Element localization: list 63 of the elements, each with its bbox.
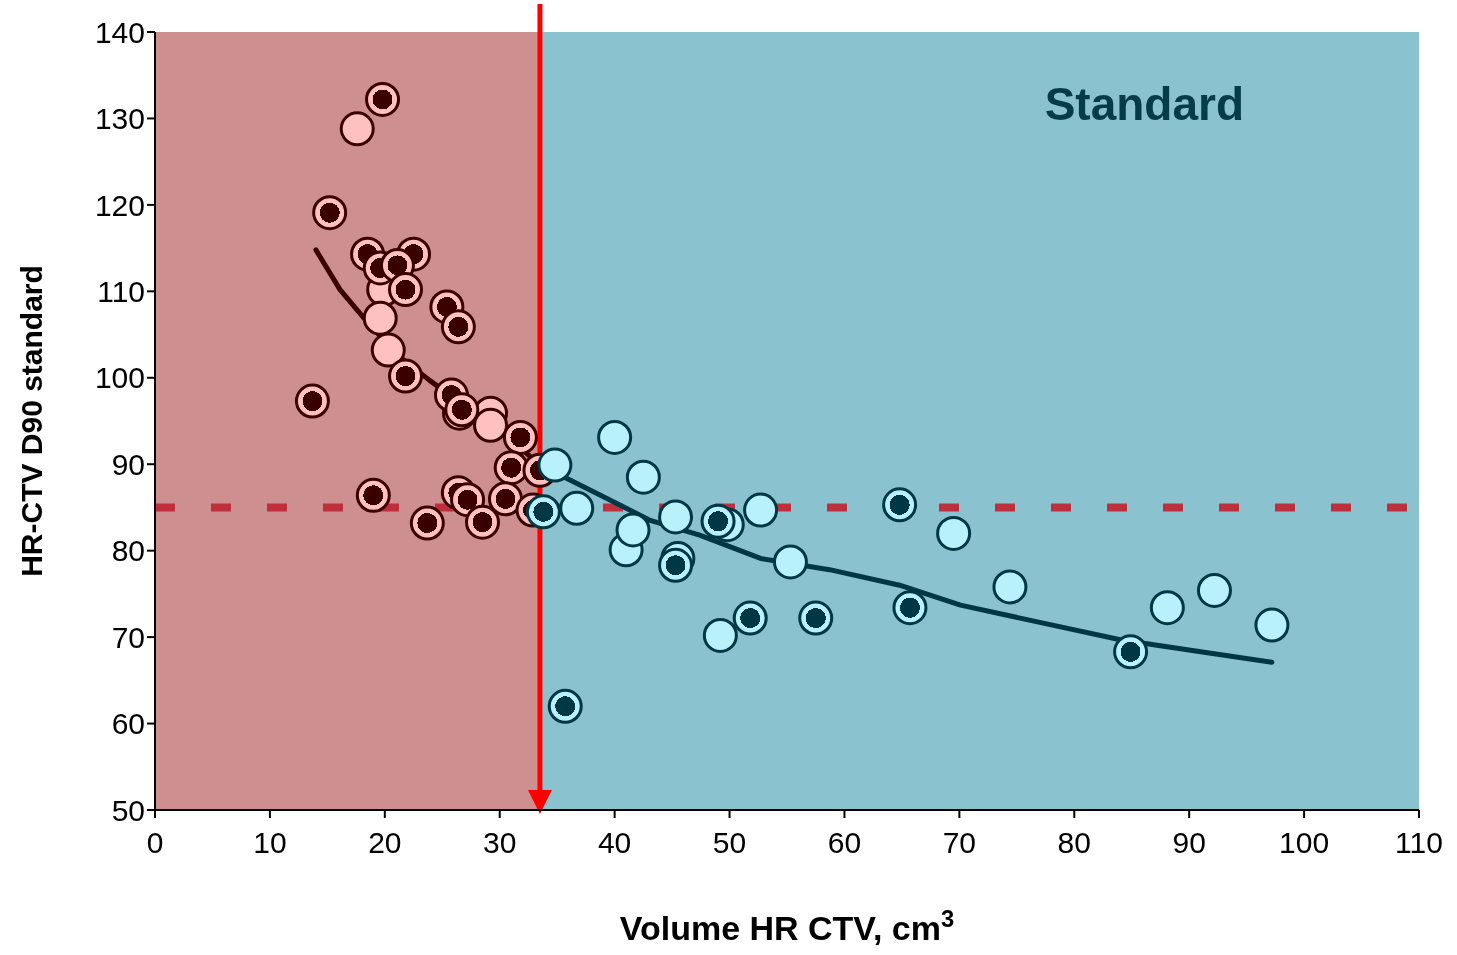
x-tick-label: 80 xyxy=(1057,826,1091,860)
y-tick-label: 70 xyxy=(111,620,145,654)
x-tick-label: 110 xyxy=(1395,826,1443,860)
x-tick-label: 50 xyxy=(712,826,747,860)
point xyxy=(625,459,661,495)
point xyxy=(743,492,779,528)
point xyxy=(615,512,651,548)
y-tick-label: 60 xyxy=(111,707,145,741)
point xyxy=(700,503,736,539)
point xyxy=(487,481,523,517)
point xyxy=(559,490,595,526)
point xyxy=(658,547,694,583)
point xyxy=(1113,634,1149,670)
point xyxy=(892,590,928,626)
x-tick-label: 30 xyxy=(483,826,517,860)
y-tick-label: 110 xyxy=(97,274,145,308)
point xyxy=(772,544,808,580)
point xyxy=(658,499,694,535)
point xyxy=(1149,590,1185,626)
point xyxy=(992,569,1028,605)
point xyxy=(362,300,398,336)
point xyxy=(464,504,500,540)
point xyxy=(1254,607,1290,643)
y-tick-label: 140 xyxy=(94,15,145,49)
band-label: Standard xyxy=(1044,78,1244,130)
x-axis-title: Volume HR CTV, cm$^{3}$ xyxy=(619,904,955,947)
point xyxy=(597,419,633,455)
x-tick-label: 10 xyxy=(253,826,287,860)
x-tick-label: 40 xyxy=(597,826,632,860)
x-tick-label: 20 xyxy=(368,826,402,860)
point xyxy=(339,111,375,147)
point xyxy=(798,600,834,636)
x-tick-label: 90 xyxy=(1172,826,1206,860)
y-tick-label: 100 xyxy=(94,361,145,395)
y-axis-title: HR-CTV D90 standard xyxy=(15,265,48,577)
y-tick-label: 90 xyxy=(111,447,145,481)
y-tick-label: 80 xyxy=(111,534,145,568)
y-tick-label: 50 xyxy=(111,793,145,827)
point xyxy=(732,600,768,636)
x-tick-label: 70 xyxy=(942,826,977,860)
point xyxy=(473,407,509,443)
point xyxy=(502,419,538,455)
point xyxy=(882,487,918,523)
x-tick-label: 100 xyxy=(1279,826,1330,860)
y-tick-label: 120 xyxy=(94,188,145,222)
y-tick-label: 130 xyxy=(94,102,145,136)
point xyxy=(294,383,330,419)
point xyxy=(365,81,401,117)
point xyxy=(547,688,583,724)
x-tick-label: 0 xyxy=(146,826,164,860)
point xyxy=(370,332,406,368)
point xyxy=(525,494,561,530)
point xyxy=(355,477,391,513)
point xyxy=(440,309,476,345)
point xyxy=(388,272,423,308)
point xyxy=(312,195,348,231)
point xyxy=(1196,572,1232,608)
point xyxy=(936,515,972,551)
point xyxy=(388,358,423,394)
x-tick-label: 60 xyxy=(827,826,862,860)
point xyxy=(409,505,445,541)
point xyxy=(537,447,573,483)
point xyxy=(702,617,738,653)
